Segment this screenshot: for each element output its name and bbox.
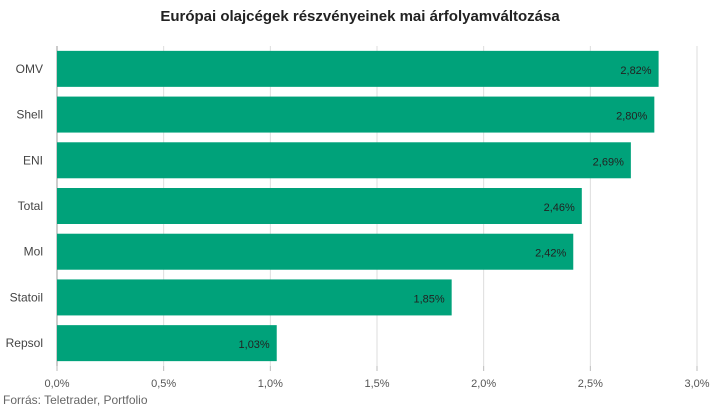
x-tick-label: 3,0% (684, 378, 709, 390)
data-label: 1,03% (239, 339, 270, 351)
x-tick-label: 1,5% (364, 378, 389, 390)
bar (57, 142, 631, 179)
x-tick-label: 2,0% (471, 378, 496, 390)
chart-title: Európai olajcégek részvényeinek mai árfo… (160, 8, 560, 25)
category-label: Total (18, 199, 43, 213)
data-label: 2,80% (616, 111, 647, 123)
data-label: 2,46% (544, 202, 575, 214)
bar (57, 233, 574, 270)
category-label: ENI (23, 153, 43, 167)
category-label: Statoil (10, 290, 43, 304)
x-tick-label: 0,0% (44, 378, 69, 390)
category-label: Repsol (6, 336, 43, 350)
bar (57, 188, 582, 224)
data-label: 2,69% (593, 156, 624, 168)
category-label: OMV (16, 62, 43, 76)
x-tick-label: 0,5% (151, 378, 176, 390)
data-label: 1,85% (413, 293, 444, 305)
x-tick-label: 1,0% (258, 378, 283, 390)
data-label: 2,82% (620, 65, 651, 77)
source-note: Forrás: Teletrader, Portfolio (3, 393, 148, 407)
bar (57, 96, 655, 133)
data-label: 2,42% (535, 248, 566, 260)
category-label: Shell (16, 108, 43, 122)
bar (57, 325, 277, 362)
bar (57, 279, 452, 316)
category-label: Mol (24, 245, 43, 259)
bar (57, 50, 659, 87)
x-tick-label: 2,5% (578, 378, 603, 390)
